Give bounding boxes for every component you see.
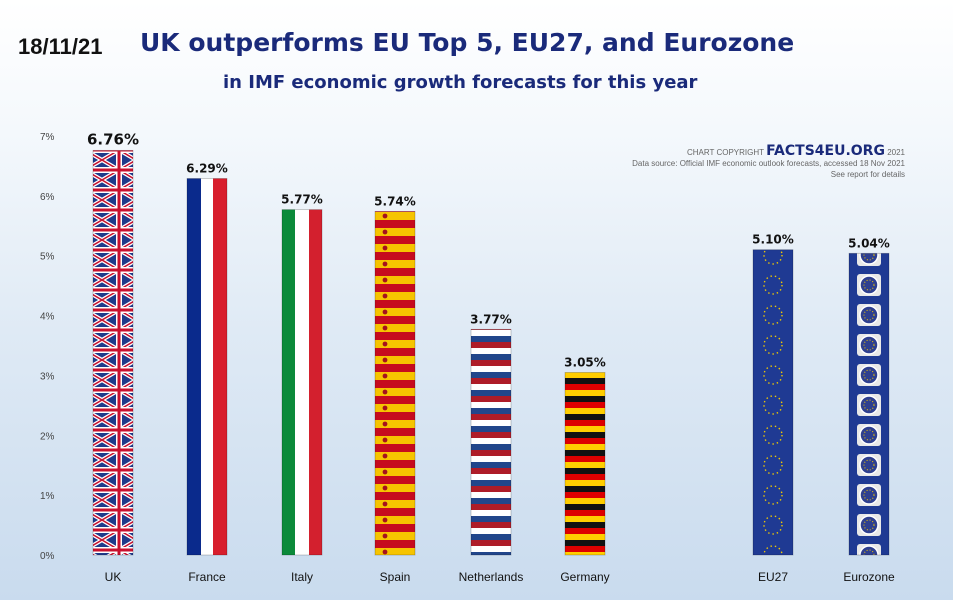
bar-uk (92, 149, 134, 556)
x-tick-label: Netherlands (459, 570, 524, 584)
bar-spain (374, 211, 416, 556)
x-tick-label: Spain (380, 570, 411, 584)
y-tick-label: 6% (40, 192, 55, 203)
x-tick-label: Eurozone (843, 570, 895, 584)
y-tick-label: 5% (40, 252, 55, 263)
x-tick-label: Germany (560, 570, 609, 584)
y-tick-label: 2% (40, 431, 55, 442)
copyright-line: CHART COPYRIGHT FACTS4EU.ORG 2021 (632, 143, 905, 159)
bar-eu27 (752, 249, 794, 556)
bar-germany (564, 372, 606, 556)
value-label: 3.05% (564, 355, 606, 369)
bar-netherlands (470, 328, 512, 556)
value-label: 5.74% (374, 194, 416, 208)
value-label: 6.76% (87, 130, 139, 148)
x-tick-label: Italy (291, 570, 313, 584)
copyright-block: CHART COPYRIGHT FACTS4EU.ORG 2021 Data s… (632, 143, 905, 180)
bar-eurozone (848, 252, 890, 556)
value-label: 6.29% (186, 161, 228, 175)
copyright-prefix: CHART COPYRIGHT (686, 148, 764, 157)
x-tick-label: UK (105, 570, 122, 584)
data-source-note: Data source: Official IMF economic outlo… (632, 159, 905, 168)
value-label: 3.77% (470, 312, 512, 326)
copyright-brand: FACTS4EU.ORG (766, 143, 885, 159)
details-note: See report for details (830, 170, 905, 179)
chart-subtitle: in IMF economic growth forecasts for thi… (223, 72, 698, 93)
value-label: 5.10% (752, 233, 794, 247)
value-label: 5.77% (281, 193, 323, 207)
y-tick-label: 3% (40, 371, 55, 382)
x-tick-label: France (188, 570, 226, 584)
chart-title: UK outperforms EU Top 5, EU27, and Euroz… (140, 28, 795, 57)
y-tick-label: 0% (40, 551, 55, 562)
copyright-year: 2021 (887, 148, 905, 157)
y-tick-label: 4% (40, 312, 55, 323)
y-tick-label: 1% (40, 491, 55, 502)
date-label: 18/11/21 (18, 34, 103, 59)
bar-italy (281, 209, 323, 556)
bar-france (186, 178, 228, 556)
y-tick-label: 7% (40, 132, 55, 143)
x-tick-label: EU27 (758, 570, 788, 584)
value-label: 5.04% (848, 236, 890, 250)
